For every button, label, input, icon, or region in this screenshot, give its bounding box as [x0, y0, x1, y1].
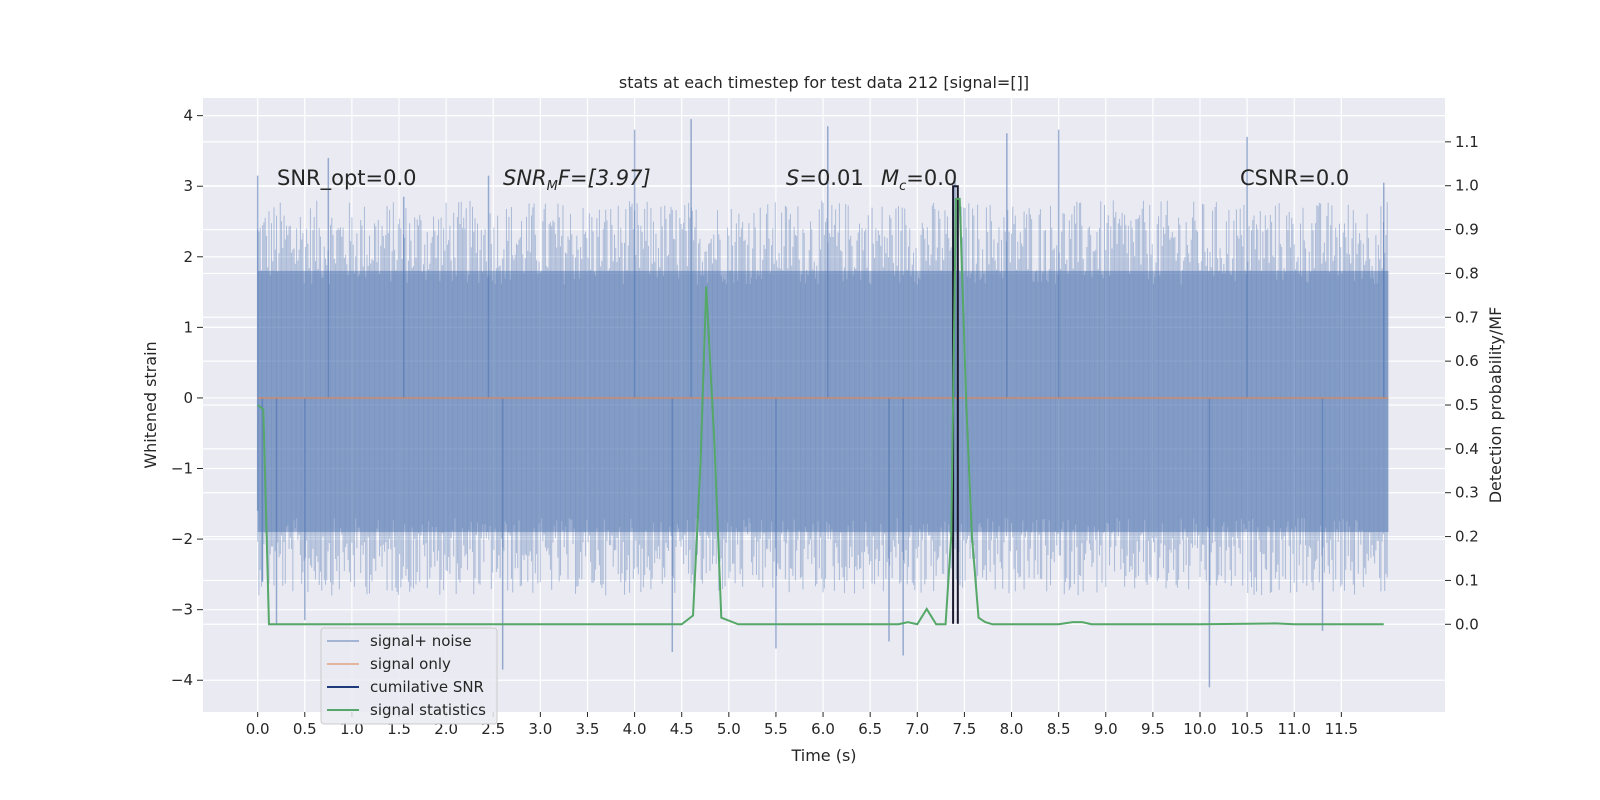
snr-opt-annotation: SNR_opt=0.0: [277, 166, 417, 191]
y2-tick-label: 0.3: [1455, 484, 1479, 502]
s-annotation: S=0.01: [786, 166, 864, 190]
y-tick-label: 2: [183, 248, 193, 266]
y-tick-label: −3: [171, 601, 193, 619]
y2-tick-label: 0.6: [1455, 352, 1479, 370]
legend-label-cumulative-snr: cumilative SNR: [370, 678, 484, 696]
x-tick-label: 10.5: [1230, 720, 1263, 738]
x-tick-label: 6.5: [858, 720, 882, 738]
y2-tick-label: 0.9: [1455, 221, 1479, 239]
y-tick-label: 4: [183, 107, 193, 125]
s-var: S: [786, 166, 799, 190]
mc-var: M: [881, 166, 899, 190]
y-tick-label: 0: [183, 389, 193, 407]
noise-envelope: [257, 270, 1389, 533]
snr-mf-rest: F=[3.97]: [558, 166, 651, 190]
x-tick-label: 11.5: [1325, 720, 1358, 738]
y2-tick-label: 0.7: [1455, 308, 1479, 326]
y2-tick-label: 0.2: [1455, 528, 1479, 546]
x-tick-label: 6.0: [811, 720, 835, 738]
x-tick-label: 11.0: [1278, 720, 1311, 738]
y-axis-label: Whitened strain: [141, 341, 160, 468]
x-tick-label: 7.0: [905, 720, 929, 738]
x-tick-label: 5.0: [717, 720, 741, 738]
x-axis-label: Time (s): [790, 746, 856, 765]
annotations: SNR_opt=0.0 SNRMF=[3.97] S=0.01 Mc=0.0 C…: [277, 166, 1349, 194]
legend-label-noise: signal+ noise: [370, 632, 472, 650]
y-tick-label: −4: [171, 671, 193, 689]
noise-band: [257, 270, 1389, 533]
x-tick-label: 8.5: [1047, 720, 1071, 738]
x-tick-label: 10.0: [1183, 720, 1216, 738]
mc-sub: c: [899, 179, 906, 194]
snr-mf-annotation: SNRMF=[3.97]: [503, 166, 651, 194]
x-tick-label: 9.0: [1094, 720, 1118, 738]
y2-tick-label: 0.5: [1455, 396, 1479, 414]
y2-tick-label: 1.0: [1455, 177, 1479, 195]
y2-tick-label: 0.8: [1455, 264, 1479, 282]
chart-title: stats at each timestep for test data 212…: [619, 73, 1029, 92]
x-tick-label: 7.5: [952, 720, 976, 738]
y2-tick-label: 0.0: [1455, 615, 1479, 633]
signal-statistics-series: [257, 197, 1384, 626]
y2-tick-label: 1.1: [1455, 133, 1479, 151]
snr-mf-main: SNR: [503, 166, 547, 190]
x-tick-label: 4.5: [670, 720, 694, 738]
y2-tick-label: 0.1: [1455, 571, 1479, 589]
mc-annotation: Mc=0.0: [881, 166, 957, 194]
x-tick-label: 3.0: [528, 720, 552, 738]
x-tick-label: 5.5: [764, 720, 788, 738]
x-tick-label: 4.0: [623, 720, 647, 738]
y-tick-label: 3: [183, 177, 193, 195]
signal-statistics-line: [257, 197, 1384, 626]
y2-axis-label: Detection probability/MF: [1486, 307, 1505, 504]
x-tick-label: 0.5: [293, 720, 317, 738]
y-tick-label: −1: [171, 460, 193, 478]
y2-tick-label: 0.4: [1455, 440, 1479, 458]
csnr-annotation: CSNR=0.0: [1240, 166, 1349, 190]
x-tick-label: 0.0: [246, 720, 270, 738]
y-tick-label: −2: [171, 530, 193, 548]
y-axis-ticks: 4 3 2 1 0 −1 −2 −3 −4: [171, 107, 203, 689]
y-tick-label: 1: [183, 318, 193, 336]
y2-axis-ticks: 1.1 1.0 0.9 0.8 0.7 0.6 0.5 0.4 0.3 0.2 0.1 0.0: [1445, 133, 1479, 633]
x-tick-label: 8.0: [1000, 720, 1024, 738]
legend-label-signal-statistics: signal statistics: [370, 701, 486, 719]
s-val: =0.01: [799, 166, 863, 190]
legend: signal+ noise signal only cumilative SNR…: [320, 627, 498, 725]
x-tick-label: 3.5: [576, 720, 600, 738]
x-axis-ticks: 0.0 0.5 1.0 1.5 2.0 2.5 3.0 3.5 4.0 4.5 5.0 5.5 6.0 6…: [246, 712, 1358, 738]
legend-label-signal-only: signal only: [370, 655, 451, 673]
snr-mf-sub: M: [547, 179, 558, 194]
mc-val: =0.0: [906, 166, 957, 190]
legend-box: [320, 627, 498, 725]
x-tick-label: 9.5: [1141, 720, 1165, 738]
